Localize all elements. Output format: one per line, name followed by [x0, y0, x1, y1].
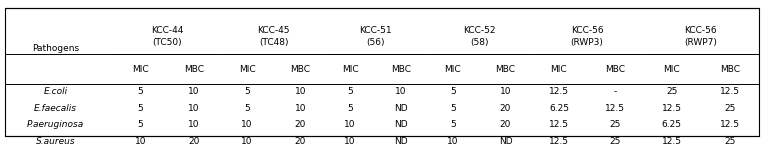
Text: ND: ND: [394, 120, 408, 129]
Text: P.aeruginosa: P.aeruginosa: [27, 120, 84, 129]
Text: MIC: MIC: [551, 65, 567, 74]
Text: 25: 25: [724, 137, 736, 146]
Text: 10: 10: [188, 120, 199, 129]
Text: 12.5: 12.5: [549, 87, 569, 96]
Text: MBC: MBC: [290, 65, 310, 74]
Text: 5: 5: [347, 104, 353, 113]
Text: MIC: MIC: [132, 65, 148, 74]
Text: 20: 20: [500, 120, 511, 129]
Text: MBC: MBC: [605, 65, 626, 74]
Text: E.coli: E.coli: [44, 87, 68, 96]
Text: E.faecalis: E.faecalis: [34, 104, 77, 113]
Text: 20: 20: [295, 137, 306, 146]
Text: S.aureus: S.aureus: [36, 137, 76, 146]
Text: 5: 5: [244, 104, 250, 113]
Text: MIC: MIC: [445, 65, 461, 74]
Text: MBC: MBC: [496, 65, 516, 74]
Text: ND: ND: [394, 104, 408, 113]
Text: 5: 5: [347, 87, 353, 96]
Text: KCC-56
(RWP3): KCC-56 (RWP3): [571, 26, 604, 47]
Text: ND: ND: [394, 137, 408, 146]
Text: 6.25: 6.25: [662, 120, 681, 129]
Text: 20: 20: [500, 104, 511, 113]
Text: KCC-51
(56): KCC-51 (56): [359, 26, 392, 47]
Text: 20: 20: [295, 120, 306, 129]
Text: -: -: [613, 87, 617, 96]
Text: 10: 10: [241, 137, 253, 146]
Text: 5: 5: [450, 120, 456, 129]
Text: 5: 5: [450, 87, 456, 96]
Text: 25: 25: [666, 87, 678, 96]
Text: 10: 10: [395, 87, 406, 96]
Text: Pathogens: Pathogens: [32, 44, 79, 53]
Text: 10: 10: [188, 87, 199, 96]
Text: 10: 10: [447, 137, 458, 146]
Text: 5: 5: [138, 120, 143, 129]
Text: 12.5: 12.5: [549, 120, 569, 129]
Text: KCC-56
(RWP7): KCC-56 (RWP7): [685, 26, 717, 47]
Text: MIC: MIC: [238, 65, 255, 74]
Text: 25: 25: [610, 137, 621, 146]
Text: 10: 10: [134, 137, 146, 146]
Text: KCC-44
(TC50): KCC-44 (TC50): [151, 26, 183, 47]
Text: 5: 5: [138, 104, 143, 113]
Text: MBC: MBC: [720, 65, 740, 74]
Text: 12.5: 12.5: [605, 104, 626, 113]
Text: KCC-52
(58): KCC-52 (58): [463, 26, 496, 47]
Text: 6.25: 6.25: [549, 104, 569, 113]
Text: 5: 5: [244, 87, 250, 96]
Text: MBC: MBC: [183, 65, 204, 74]
Text: MIC: MIC: [342, 65, 358, 74]
Text: 12.5: 12.5: [662, 137, 681, 146]
FancyBboxPatch shape: [5, 8, 759, 136]
Text: 12.5: 12.5: [549, 137, 569, 146]
Text: MIC: MIC: [663, 65, 680, 74]
Text: 10: 10: [295, 87, 306, 96]
Text: 5: 5: [450, 104, 456, 113]
Text: 10: 10: [345, 120, 356, 129]
Text: MBC: MBC: [391, 65, 411, 74]
Text: 5: 5: [138, 87, 143, 96]
Text: ND: ND: [499, 137, 513, 146]
Text: 25: 25: [610, 120, 621, 129]
Text: 25: 25: [724, 104, 736, 113]
Text: 10: 10: [188, 104, 199, 113]
Text: 12.5: 12.5: [720, 87, 740, 96]
Text: 12.5: 12.5: [720, 120, 740, 129]
Text: 10: 10: [295, 104, 306, 113]
Text: 10: 10: [500, 87, 511, 96]
Text: 20: 20: [188, 137, 199, 146]
Text: KCC-45
(TC48): KCC-45 (TC48): [257, 26, 290, 47]
Text: 10: 10: [241, 120, 253, 129]
Text: 10: 10: [345, 137, 356, 146]
Text: 12.5: 12.5: [662, 104, 681, 113]
